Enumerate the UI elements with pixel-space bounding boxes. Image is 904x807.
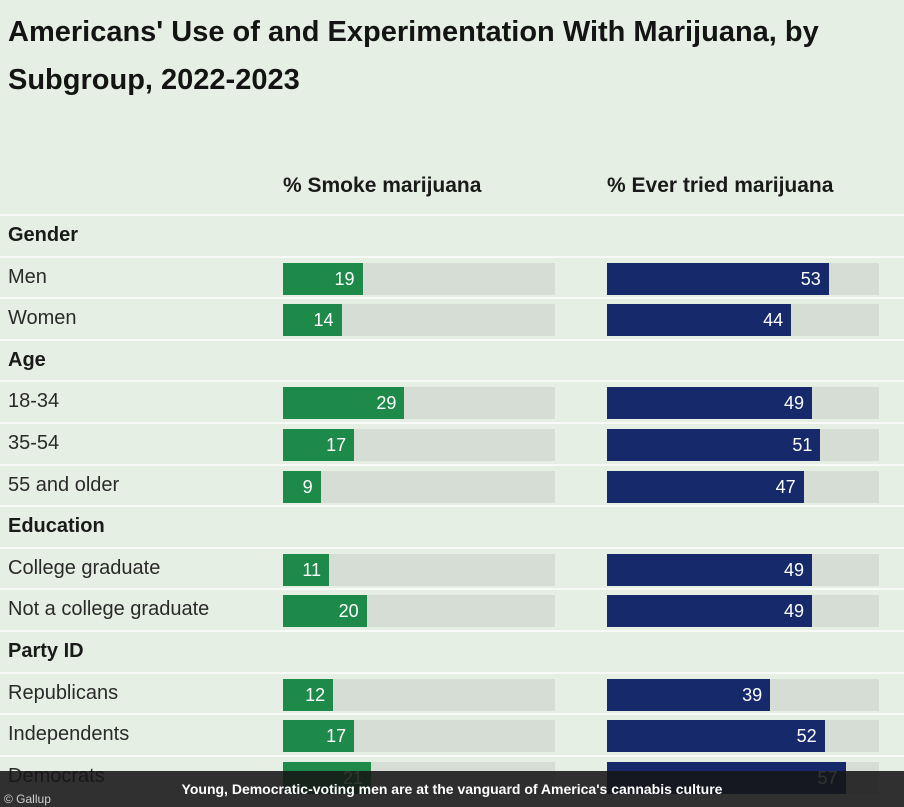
group-header: Gender	[0, 214, 904, 255]
tried-value-label: 49	[784, 393, 805, 414]
smoke-bar: 19	[283, 262, 363, 295]
smoke-bar: 29	[283, 387, 405, 420]
tried-bar: 44	[607, 304, 792, 337]
tried-value-label: 49	[784, 601, 805, 622]
group-header: Education	[0, 505, 904, 546]
smoke-bar: 9	[283, 470, 321, 503]
smoke-bar-track: 14	[283, 304, 555, 337]
category-label: 35-54	[8, 432, 60, 454]
tried-value-label: 49	[784, 559, 805, 580]
tried-value-label: 39	[742, 684, 763, 705]
category-label: College graduate	[8, 556, 161, 579]
category-label: Not a college graduate	[8, 598, 210, 621]
smoke-bar: 11	[283, 553, 330, 586]
smoke-bar-track: 12	[283, 678, 555, 711]
tried-bar-track: 51	[607, 429, 879, 461]
tried-bar-track: 39	[607, 678, 879, 711]
group-label: Education	[8, 515, 105, 538]
group-header: Party ID	[0, 630, 904, 671]
smoke-bar-track: 19	[283, 262, 555, 295]
group-header: Age	[0, 338, 904, 380]
smoke-value-label: 17	[326, 435, 347, 455]
smoke-value-label: 12	[305, 684, 326, 705]
smoke-value-label: 19	[334, 268, 355, 289]
tried-bar: 51	[607, 429, 821, 461]
smoke-value-label: 9	[302, 476, 313, 497]
tried-bar: 49	[607, 553, 813, 586]
tried-bar-track: 47	[607, 470, 879, 503]
category-label: Republicans	[8, 681, 119, 704]
tried-bar: 39	[607, 678, 771, 711]
tried-bar: 49	[607, 595, 813, 628]
tried-bar-track: 53	[607, 262, 879, 295]
source-credit: © Gallup	[4, 792, 51, 806]
table-row: 55 and older 9 47	[0, 463, 904, 505]
smoke-bar-track: 17	[283, 720, 555, 753]
table-row: Independents 17 52	[0, 713, 904, 754]
tried-bar: 52	[607, 720, 825, 753]
table-row: Republicans 12 39	[0, 671, 904, 713]
col-head-smoke: % Smoke marijuana	[283, 174, 482, 197]
category-label: Independents	[8, 723, 130, 746]
category-label: 55 and older	[8, 473, 120, 496]
smoke-value-label: 17	[326, 726, 347, 747]
tried-bar: 47	[607, 470, 804, 503]
tried-bar-track: 49	[607, 387, 879, 420]
smoke-value-label: 14	[313, 310, 334, 331]
col-head-tried: % Ever tried marijuana	[607, 174, 834, 197]
smoke-value-label: 29	[376, 393, 397, 414]
image-caption: Young, Democratic-voting men are at the …	[0, 771, 904, 807]
category-label: Men	[8, 265, 47, 288]
smoke-bar: 12	[283, 678, 334, 711]
table-row: Men 19 53	[0, 255, 904, 297]
tried-bar: 49	[607, 387, 813, 420]
smoke-bar: 17	[283, 429, 355, 461]
group-label: Party ID	[8, 640, 84, 662]
smoke-value-label: 20	[338, 601, 359, 622]
smoke-bar-track: 11	[283, 553, 555, 586]
smoke-bar-track: 20	[283, 595, 555, 628]
smoke-bar-track: 17	[283, 429, 555, 461]
tried-value-label: 47	[775, 476, 796, 497]
tried-bar-track: 49	[607, 595, 879, 628]
table-row: 35-54 17 51	[0, 422, 904, 463]
tried-value-label: 53	[800, 268, 821, 289]
table-row: College graduate 11 49	[0, 546, 904, 588]
table-row: 18-34 29 49	[0, 380, 904, 421]
group-label: Age	[8, 348, 46, 371]
tried-value-label: 44	[763, 310, 784, 331]
tried-value-label: 52	[796, 726, 817, 747]
tried-bar-track: 52	[607, 720, 879, 753]
chart-title: Americans' Use of and Experimentation Wi…	[8, 16, 819, 96]
tried-bar: 53	[607, 262, 829, 295]
table-row: Not a college graduate 20 49	[0, 588, 904, 629]
smoke-bar: 14	[283, 304, 342, 337]
smoke-bar-track: 29	[283, 387, 555, 420]
smoke-bar: 17	[283, 720, 355, 753]
group-label: Gender	[8, 224, 79, 246]
smoke-value-label: 11	[302, 559, 322, 580]
tried-value-label: 51	[792, 435, 813, 455]
smoke-bar-track: 9	[283, 470, 555, 503]
tried-bar-track: 44	[607, 304, 879, 337]
category-label: 18-34	[8, 390, 60, 413]
tried-bar-track: 49	[607, 553, 879, 586]
category-label: Women	[8, 307, 77, 330]
table-row: Women 14 44	[0, 297, 904, 338]
smoke-bar: 20	[283, 595, 367, 628]
